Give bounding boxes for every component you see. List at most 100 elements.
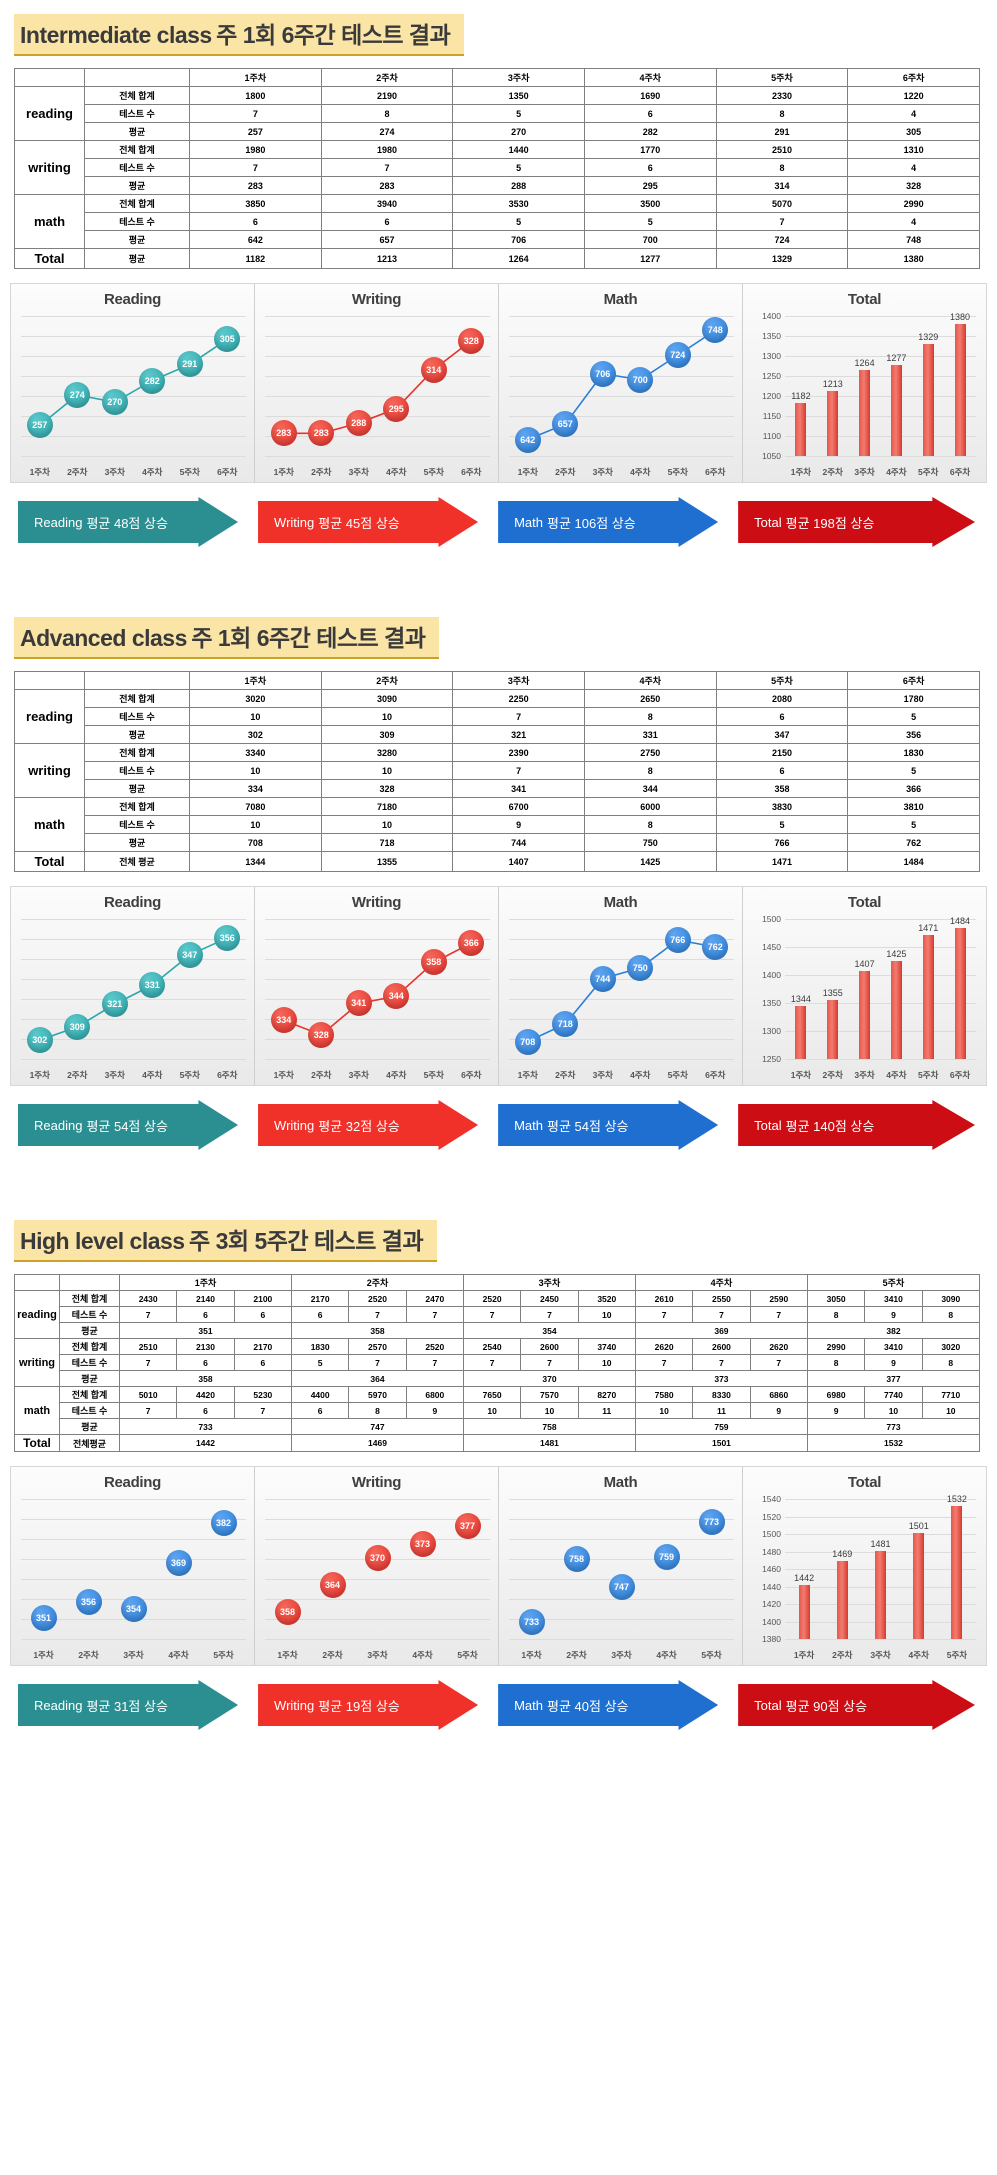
table-row: 평균 257 274 270 282 291 305 (15, 122, 980, 141)
banner-subject: Total (754, 514, 782, 530)
cell-value: 2140 (176, 1290, 235, 1307)
chart-line-path (265, 316, 490, 456)
banner-arrow-total[interactable]: Total 평균 90점 상승 (738, 1680, 975, 1730)
data-point: 270 (101, 389, 128, 416)
banner-arrow-reading[interactable]: Reading 평균 48점 상승 (18, 497, 239, 547)
chart-plot-area: 733 758 747 759 773 (509, 1499, 734, 1640)
cell-value: 331 (583, 725, 717, 744)
bar-value-label: 1425 (886, 949, 907, 959)
data-table: 1주차 2주차 3주차 4주차 5주차 6주차 reading 전체 합계 3020 3090 22… (14, 671, 980, 872)
metric-label: 평균 (84, 122, 190, 141)
week-header: 2주차 (290, 1274, 464, 1291)
cell-value: 8330 (692, 1386, 751, 1403)
x-tick-label: 6주차 (461, 1070, 482, 1080)
banner-arrow-total[interactable]: Total 평균 140점 상승 (738, 1100, 975, 1150)
bar (890, 961, 902, 1059)
banner-arrow-math[interactable]: Math 평균 40점 상승 (498, 1680, 719, 1730)
bar-wrapper: 1442 (785, 1499, 823, 1639)
banner-cell: Total 평균 140점 상승 (730, 1100, 987, 1150)
bar-value-label: 1264 (854, 358, 875, 369)
chart-title: Writing (351, 1474, 402, 1491)
table-header-row: 1주차 2주차 3주차 4주차 5주차 (14, 1274, 981, 1291)
banner-arrow-writing[interactable]: Writing 평균 19점 상승 (258, 1680, 479, 1730)
data-point: 358 (274, 1598, 301, 1625)
table-row: 테스트 수 10 10 9 8 5 5 (15, 815, 980, 834)
y-tick-label: 1300 (762, 351, 781, 361)
y-tick-label: 1350 (762, 998, 781, 1008)
data-point: 724 (664, 342, 691, 369)
bar-value-label: 1344 (790, 994, 811, 1005)
banner-arrow-total[interactable]: Total 평균 198점 상승 (738, 497, 975, 547)
chart-math: Math 708 718 744 750 766 762 1주차 2주차 3주차 4주차 5주차 6주차 (499, 887, 743, 1085)
metric-label: 평균 (59, 1322, 120, 1339)
cell-value: 10 (577, 1354, 636, 1371)
x-tick-label: 2주차 (67, 467, 88, 477)
banner-arrow-writing[interactable]: Writing 평균 45점 상승 (258, 497, 479, 547)
cell-value: 1980 (320, 140, 454, 159)
cell-value: 1830 (847, 743, 980, 762)
cell-value: 7 (118, 1354, 178, 1371)
chart-line-path (21, 316, 246, 456)
banner-text: 평균 19점 상승 (318, 1698, 400, 1714)
section-title-wrapper: Advanced class 주 1회 6주간 테스트 결과 (0, 603, 997, 671)
cell-value: 2080 (715, 689, 849, 708)
avg-cell-value: 773 (806, 1418, 981, 1435)
x-tick-label: 1주차 (517, 467, 538, 477)
data-point: 759 (653, 1543, 680, 1570)
data-point: 331 (139, 972, 166, 999)
chart-plot-area: 642 657 706 700 724 748 (509, 316, 734, 457)
chart-writing: Writing 358 364 370 373 377 1주차 2주차 3주차 4주차 5주차 (255, 1467, 499, 1665)
avg-cell-value: 358 (119, 1370, 292, 1387)
chart-total: Total 1400 1350 1300 1250 1200 1150 1100 1050 118… (743, 284, 986, 482)
cell-value: 2470 (405, 1290, 464, 1307)
metric-label: 전체 합계 (84, 86, 190, 105)
data-point: 291 (176, 351, 203, 378)
cell-value: 282 (583, 122, 717, 141)
cell-value: 6860 (749, 1386, 808, 1403)
x-tick-label: 4주차 (630, 1070, 651, 1080)
banner-strip: Reading 평균 48점 상승 Writing 평균 45점 상승 Math 평균 1… (10, 497, 987, 547)
cell-value: 10 (189, 761, 322, 780)
avg-cell-value: 373 (634, 1370, 808, 1387)
banner-cell: Math 평균 40점 상승 (490, 1680, 730, 1730)
cell-value: 7 (348, 1354, 407, 1371)
cell-value: 5 (452, 212, 585, 231)
chart-plot-area: 334 328 341 344 358 366 (265, 919, 490, 1060)
cell-value: 5 (583, 212, 717, 231)
chart-gridlines (785, 919, 976, 1060)
metric-label: 전체 합계 (59, 1338, 120, 1355)
x-tick-label: 1주차 (29, 467, 50, 477)
chart-plot-area: 1182 1213 1264 1277 1329 1380 (785, 312, 976, 457)
cell-value: 708 (189, 833, 322, 852)
banner-arrow-writing[interactable]: Writing 평균 32점 상승 (258, 1100, 479, 1150)
table-row: 테스트 수 7 6 6 5 7 7 7 7 10 7 7 7 8 9 8 (15, 1354, 981, 1371)
bar (795, 403, 807, 456)
banner-arrow-math[interactable]: Math 평균 106점 상승 (498, 497, 719, 547)
cell-value: 7 (520, 1354, 579, 1371)
subject-label: writing (14, 140, 85, 195)
metric-label: 테스트 수 (59, 1354, 120, 1371)
bar-value-label: 1380 (950, 312, 971, 322)
cell-value: 2330 (715, 86, 849, 105)
x-tick-label: 1주차 (273, 467, 294, 477)
banner-subject: Reading (34, 514, 83, 530)
total-cell-value: 1264 (452, 248, 585, 269)
data-table: 1주차 2주차 3주차 4주차 5주차 6주차 reading 전체 합계 1800 2190 13… (14, 68, 980, 269)
banner-arrow-reading[interactable]: Reading 평균 54점 상승 (18, 1100, 239, 1150)
chart-plot-area: 708 718 744 750 766 762 (509, 919, 734, 1060)
banner-arrow-reading[interactable]: Reading 평균 31점 상승 (18, 1680, 239, 1730)
report-block: Intermediate class 주 1회 6주간 테스트 결과 1주차 2주차… (0, 0, 997, 573)
banner-subject: Writing (274, 1697, 315, 1713)
x-tick-label: 5주차 (213, 1650, 234, 1660)
banner-arrow-math[interactable]: Math 평균 54점 상승 (498, 1100, 719, 1150)
y-tick-label: 1400 (762, 311, 781, 321)
chart-line-path (265, 919, 490, 1059)
table-row: 평균 708 718 744 750 766 762 (15, 833, 980, 852)
x-tick-label: 3주차 (123, 1650, 144, 1660)
section-title-kr: 주 3회 5주간 테스트 결과 (189, 1228, 424, 1254)
cell-value: 358 (715, 779, 849, 798)
bar-wrapper: 1469 (823, 1499, 861, 1639)
avg-cell-value: 377 (806, 1370, 981, 1387)
chart-x-axis: 1주차 2주차 3주차 4주차 5주차 6주차 (785, 466, 976, 478)
banner-cell: Writing 평균 19점 상승 (250, 1680, 490, 1730)
